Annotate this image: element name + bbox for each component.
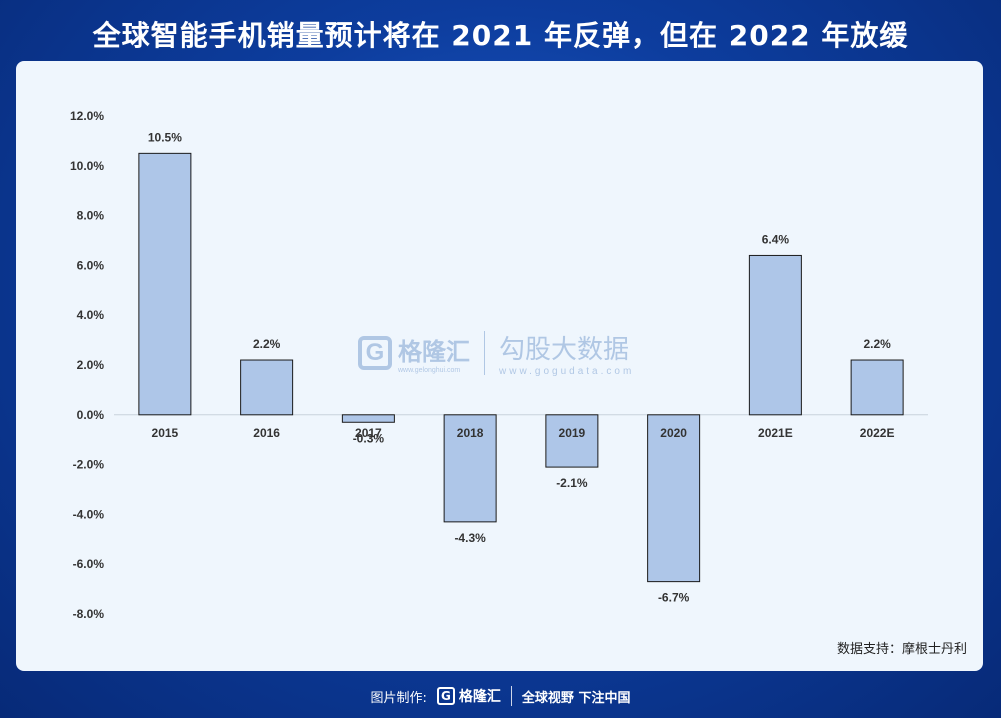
- data-label: 2.2%: [253, 337, 281, 351]
- x-tick-label: 2017: [355, 426, 382, 440]
- footer-brand: 格隆汇: [458, 689, 501, 705]
- data-label: 2.2%: [863, 337, 891, 351]
- data-label: -6.7%: [658, 591, 690, 605]
- x-tick-label: 2016: [253, 426, 280, 440]
- source-note: 数据支持：摩根士丹利: [836, 642, 967, 657]
- data-label: 6.4%: [762, 232, 790, 246]
- bar-2020: [647, 414, 701, 583]
- y-tick-label: 0.0%: [77, 408, 105, 422]
- bar-2021E: [748, 254, 802, 416]
- data-label: -0.3%: [353, 431, 385, 445]
- bar-2018: [443, 414, 497, 523]
- x-tick-label: 2019: [559, 426, 586, 440]
- y-tick-label: 4.0%: [77, 308, 105, 322]
- y-tick-label: 2.0%: [77, 358, 105, 372]
- y-tick-label: -8.0%: [73, 607, 105, 621]
- y-tick-label: 8.0%: [77, 209, 105, 223]
- x-tick-label: 2018: [457, 426, 484, 440]
- x-tick-label: 2015: [152, 426, 179, 440]
- footer: 图片制作: G 格隆汇 全球视野 下注中国: [0, 686, 1001, 706]
- x-tick-label: 2022E: [860, 426, 895, 440]
- y-tick-label: 6.0%: [77, 258, 105, 272]
- bar-2016: [240, 359, 294, 416]
- footer-logo-icon: G: [436, 687, 455, 705]
- data-label: 10.5%: [148, 130, 182, 144]
- bar-2015: [138, 152, 192, 416]
- footer-made-by: 图片制作:: [370, 690, 427, 706]
- data-label: -2.1%: [556, 476, 588, 490]
- y-tick-label: 10.0%: [70, 159, 104, 173]
- bar-2019: [545, 414, 599, 468]
- chart-title: 全球智能手机销量预计将在 2021 年反弹，但在 2022 年放缓: [92, 19, 909, 52]
- y-tick-label: -6.0%: [73, 557, 105, 571]
- x-tick-label: 2021E: [758, 426, 793, 440]
- bar-chart: 12.0% 10.0% 8.0% 6.0% 4.0% 2.0% 0.0% -2.0% -4.0%…: [70, 109, 928, 621]
- y-tick-label: -2.0%: [73, 458, 105, 472]
- data-label: -4.3%: [454, 531, 486, 545]
- y-tick-label: 12.0%: [70, 109, 104, 123]
- chart-panel: G 格隆汇 www.gelonghui.com 勾股大数据 www.goguda…: [16, 61, 983, 671]
- footer-divider: [510, 686, 512, 706]
- x-tick-label: 2020: [660, 426, 687, 440]
- bar-2017: [341, 414, 395, 423]
- footer-slogan: 全球视野 下注中国: [521, 690, 631, 706]
- y-tick-label: -4.0%: [73, 507, 105, 521]
- bar-2022E: [850, 359, 904, 416]
